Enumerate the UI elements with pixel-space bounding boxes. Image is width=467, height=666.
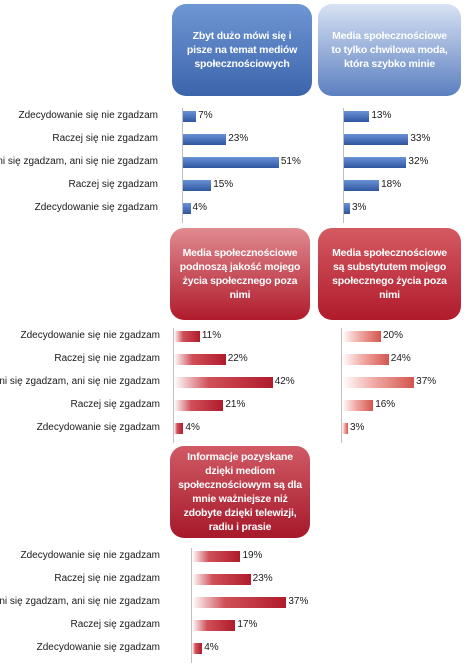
chart-3-category-label: Ani się zgadzam, ani się nie zgadzam — [0, 376, 160, 387]
chart-1-bar — [183, 134, 227, 145]
chart-1-value-label: 23% — [228, 133, 249, 144]
chart-5-value-label: 4% — [204, 642, 219, 653]
chart-5-value-label: 37% — [288, 596, 309, 607]
chart-5-bar — [192, 574, 251, 585]
chart-5-category-label: Raczej się nie zgadzam — [54, 573, 160, 584]
chart-3-value-label: 11% — [201, 330, 222, 341]
chart-1-value-label: 7% — [198, 110, 213, 121]
chart-2-value-label: 32% — [408, 156, 429, 167]
chart-1-value-label: 15% — [213, 179, 234, 190]
chart-5-category-label: Ani się zgadzam, ani się nie zgadzam — [0, 596, 160, 607]
chart-3-category-label: Zdecydowanie się zgadzam — [36, 422, 160, 433]
chart-1-value-label: 4% — [192, 202, 207, 213]
chart-3-category-label: Zdecydowanie się nie zgadzam — [20, 330, 160, 341]
chart-3-bar — [174, 354, 226, 365]
chart-2-bar — [344, 203, 350, 214]
chart-2-value-label: 33% — [410, 133, 431, 144]
chart-4-bar — [342, 377, 415, 388]
chart-5-axis-line — [191, 548, 192, 663]
chart-3-category-label: Raczej się nie zgadzam — [54, 353, 160, 364]
chart-2-bar — [344, 180, 380, 191]
chart-3-bar — [174, 331, 200, 342]
chart-4-value-label: 16% — [375, 399, 396, 410]
chart-2-bar — [344, 111, 370, 122]
chart-4-title: Media społecznościowe są substytutem moj… — [318, 228, 461, 320]
chart-2-title: Media społecznościowe to tylko chwilowa … — [318, 4, 461, 96]
chart-4-value-label: 37% — [416, 376, 437, 387]
chart-1-bar — [183, 203, 191, 214]
chart-3-bar — [174, 400, 224, 411]
chart-4-axis-line — [341, 328, 342, 443]
chart-5-bar — [192, 643, 203, 654]
chart-1-category-label: Zdecydowanie się zgadzam — [34, 202, 158, 213]
chart-3-title: Media społecznościowe podnoszą jakość mo… — [170, 228, 310, 320]
chart-4-value-label: 3% — [350, 422, 365, 433]
chart-2-value-label: 18% — [381, 179, 402, 190]
chart-1-bar — [183, 180, 212, 191]
chart-3-bar — [174, 423, 184, 434]
chart-4-bar — [342, 331, 381, 342]
chart-5-bar — [192, 551, 241, 562]
chart-5-category-label: Zdecydowanie się zgadzam — [36, 642, 160, 653]
chart-5-value-label: 23% — [252, 573, 273, 584]
chart-2-value-label: 13% — [371, 110, 392, 121]
chart-1-bar — [183, 111, 197, 122]
chart-4-value-label: 24% — [390, 353, 411, 364]
chart-2-value-label: 3% — [352, 202, 367, 213]
chart-3-value-label: 22% — [227, 353, 248, 364]
chart-1-category-label: Zdecydowanie się nie zgadzam — [18, 110, 158, 121]
chart-1-category-label: Raczej się nie zgadzam — [52, 133, 158, 144]
chart-2-axis-line — [343, 108, 344, 223]
chart-5-bar — [192, 620, 236, 631]
chart-1-category-label: Raczej się zgadzam — [68, 179, 158, 190]
chart-1-bar — [183, 157, 279, 168]
chart-3-category-label: Raczej się zgadzam — [70, 399, 160, 410]
chart-4-bar — [342, 423, 348, 434]
chart-4-bar — [342, 354, 389, 365]
chart-1-value-label: 51% — [280, 156, 301, 167]
chart-5-category-label: Raczej się zgadzam — [70, 619, 160, 630]
chart-4-value-label: 20% — [383, 330, 404, 341]
chart-1-category-label: Ani się zgadzam, ani się nie zgadzam — [0, 156, 158, 167]
chart-3-value-label: 42% — [274, 376, 295, 387]
chart-5-title: Informacje pozyskane dzięki mediom społe… — [170, 446, 310, 538]
chart-2-bar — [344, 134, 409, 145]
chart-2-bar — [344, 157, 407, 168]
chart-5-value-label: 19% — [242, 550, 263, 561]
chart-3-value-label: 4% — [185, 422, 200, 433]
chart-4-bar — [342, 400, 374, 411]
chart-5-value-label: 17% — [237, 619, 258, 630]
chart-3-value-label: 21% — [225, 399, 246, 410]
chart-1-axis-line — [182, 108, 183, 223]
chart-3-axis-line — [173, 328, 174, 443]
chart-5-bar — [192, 597, 287, 608]
chart-3-bar — [174, 377, 273, 388]
chart-5-category-label: Zdecydowanie się nie zgadzam — [20, 550, 160, 561]
chart-1-title: Zbyt dużo mówi się i pisze na temat medi… — [172, 4, 312, 96]
